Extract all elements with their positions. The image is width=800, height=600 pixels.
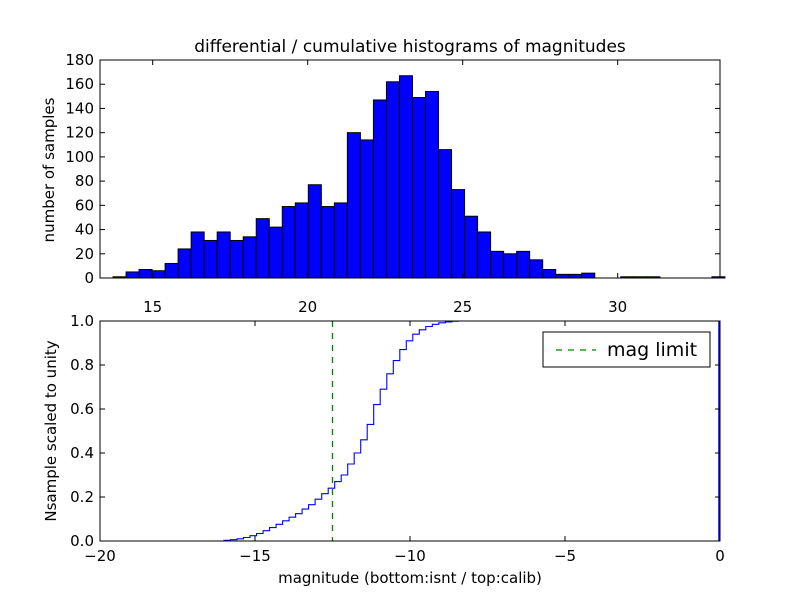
- x-tick-label: −20: [84, 547, 116, 565]
- histogram-bar: [138, 269, 153, 279]
- y-tick-label: 0: [84, 269, 94, 287]
- x-tick-label: 30: [608, 298, 627, 316]
- histogram-bar: [503, 253, 518, 279]
- y-tick-label: 20: [75, 245, 94, 263]
- histogram-bar: [359, 139, 374, 279]
- x-tick-label: −15: [239, 547, 271, 565]
- legend: mag limit: [542, 331, 711, 368]
- histogram-y-axis-label: number of samples: [40, 97, 58, 242]
- histogram-bar: [125, 271, 140, 279]
- x-tick-label: 20: [298, 298, 317, 316]
- y-tick-label: 0.8: [70, 356, 94, 374]
- x-tick-label: 15: [143, 298, 162, 316]
- y-tick-label: 180: [65, 51, 94, 69]
- histogram-plot-frame: [99, 59, 721, 279]
- cumulative-ticks: 0.0 0.2 0.4 0.6 0.8 1.0 −20 −15 −10 −5 0: [70, 312, 725, 565]
- histogram-bar: [320, 206, 335, 279]
- histogram-bar: [164, 262, 179, 279]
- histogram-bar: [346, 132, 361, 279]
- histogram-bar: [229, 239, 244, 279]
- histogram-bar: [281, 206, 296, 279]
- y-tick-label: 60: [75, 196, 94, 214]
- y-tick-label: 40: [75, 221, 94, 239]
- histogram-bar: [216, 231, 231, 279]
- histogram-bar: [372, 99, 387, 279]
- x-tick-label: 25: [453, 298, 472, 316]
- x-axis-label: magnitude (bottom:isnt / top:calib): [278, 569, 542, 587]
- histogram-bar: [516, 250, 531, 279]
- y-tick-label: 0.6: [70, 400, 94, 418]
- histogram-bar: [464, 215, 479, 279]
- histogram-bar: [385, 81, 400, 279]
- histogram-bar: [568, 273, 583, 279]
- histogram-bar: [268, 226, 283, 279]
- histogram-bar: [425, 90, 440, 279]
- y-tick-label: 160: [65, 75, 94, 93]
- y-tick-label: 100: [65, 148, 94, 166]
- histogram-bar: [255, 218, 270, 279]
- cumulative-y-axis-label: Nsample scaled to unity: [42, 340, 60, 521]
- cumulative-step-line: [100, 320, 530, 542]
- histogram-bar: [398, 75, 413, 279]
- y-tick-label: 0.0: [70, 532, 94, 550]
- histogram-bar: [190, 231, 205, 279]
- histogram-bar: [151, 270, 166, 279]
- histogram-bar: [307, 184, 322, 279]
- histogram-bar: [203, 239, 218, 279]
- histogram-panel: differential / cumulative histograms of …: [40, 37, 726, 316]
- y-tick-label: 140: [65, 99, 94, 117]
- histogram-bar: [490, 250, 505, 279]
- histogram-bar: [477, 231, 492, 279]
- histogram-ticks: 0 20 40 60 80 100 120 140 160 180 15 20 25 30: [65, 51, 720, 316]
- y-tick-label: 1.0: [70, 312, 94, 330]
- histogram-bar: [333, 202, 348, 279]
- histogram-bar: [581, 272, 596, 279]
- legend-label-mag-limit: mag limit: [607, 339, 697, 361]
- y-tick-label: 0.2: [70, 488, 94, 506]
- histogram-bar: [451, 189, 466, 279]
- chart-title: differential / cumulative histograms of …: [194, 37, 626, 57]
- histogram-bar: [294, 202, 309, 279]
- cumulative-plot-frame: [99, 320, 721, 542]
- histogram-bar: [242, 236, 257, 279]
- histogram-bars: [112, 75, 726, 279]
- y-tick-label: 80: [75, 172, 94, 190]
- histogram-bar: [542, 269, 557, 279]
- cumulative-panel: Nsample scaled to unity magnitude (botto…: [42, 312, 725, 587]
- x-tick-label: −10: [394, 547, 426, 565]
- histogram-bar: [177, 248, 192, 279]
- histogram-bar: [411, 97, 427, 279]
- y-tick-label: 120: [65, 124, 94, 142]
- x-tick-label: 0: [715, 547, 725, 565]
- histogram-bar: [438, 149, 453, 279]
- cumulative-lines: [100, 320, 720, 542]
- histogram-bar: [555, 273, 570, 279]
- y-tick-label: 0.4: [70, 444, 94, 462]
- x-tick-label: −5: [554, 547, 576, 565]
- histogram-bar: [529, 259, 544, 279]
